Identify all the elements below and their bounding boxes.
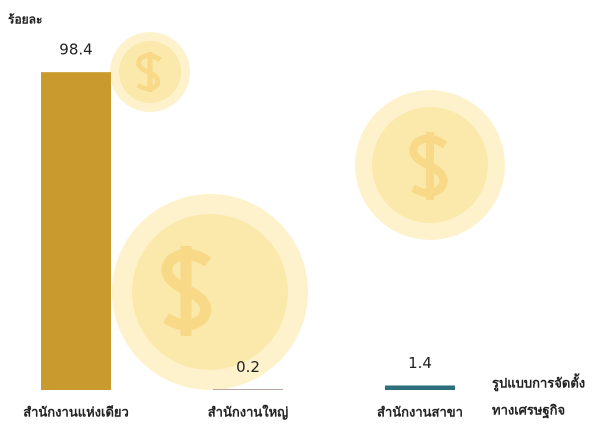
x-tick-label: สำนักงานใหญ่ [208,404,289,421]
x-axis-label: ทางเศรษฐกิจ [492,404,565,420]
coin-decoration [110,32,505,390]
y-axis-label: ร้อยละ [8,13,42,27]
value-label: 1.4 [408,354,432,372]
value-label: 98.4 [59,41,92,59]
x-axis-label: รูปแบบการจัดตั้ง [492,373,585,392]
bar [213,389,283,390]
value-label: 0.2 [236,358,260,376]
x-tick-label: สำนักงานสาขา [377,405,463,421]
x-tick-label: สำนักงานแห่งเดียว [23,405,129,421]
bar [41,72,111,390]
bar [385,385,455,390]
